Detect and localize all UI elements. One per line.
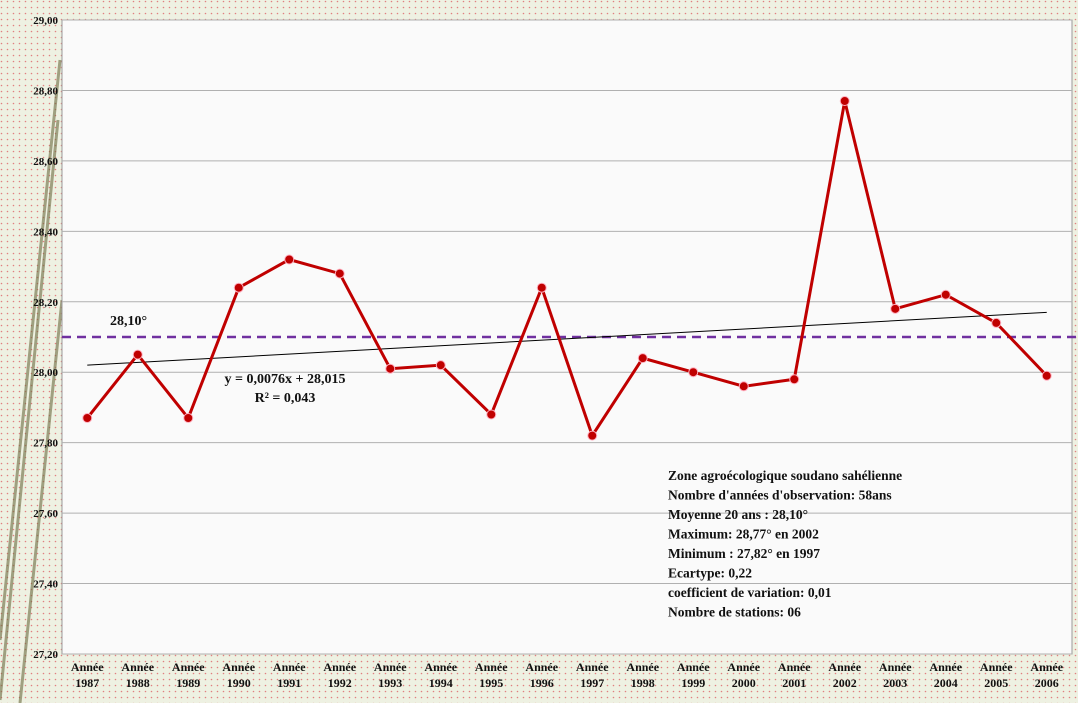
y-tick-label: 28,00	[33, 367, 58, 379]
decoration	[0, 59, 64, 703]
x-tick-label: Année 1990	[222, 660, 255, 690]
x-tick-label: Année 1988	[121, 660, 154, 690]
y-tick-label: 27,20	[33, 649, 58, 661]
data-point	[82, 413, 93, 424]
x-tick-label: Année 1992	[323, 660, 356, 690]
y-tick-label: 27,60	[33, 508, 58, 520]
info-line: Nombre de stations: 06	[668, 605, 801, 620]
x-tick-label: Année 2004	[929, 660, 962, 690]
data-point	[334, 268, 345, 279]
x-tick-label: Année 2001	[778, 660, 811, 690]
x-tick-label: Année 1999	[677, 660, 710, 690]
data-point	[132, 349, 143, 360]
data-point	[486, 409, 497, 420]
x-tick-label: Année 1994	[424, 660, 457, 690]
equation: y = 0,0076x + 28,015	[225, 372, 346, 387]
x-tick-label: Année 2002	[828, 660, 861, 690]
info-line: Minimum : 27,82° en 1997	[668, 546, 820, 561]
data-point	[435, 360, 446, 371]
data-point	[890, 303, 901, 314]
data-point	[991, 317, 1002, 328]
y-tick-label: 27,40	[33, 579, 58, 591]
x-tick-label: Année 1987	[71, 660, 104, 690]
data-line	[86, 100, 1048, 440]
data-point	[940, 289, 951, 300]
info-line: Zone agroécologique soudano sahélienne	[668, 468, 902, 483]
y-tick-label: 28,80	[33, 85, 58, 97]
info-line: Moyenne 20 ans : 28,10°	[668, 507, 808, 522]
mean-label: 28,10°	[110, 314, 147, 329]
x-tick-label: Année 1991	[273, 660, 306, 690]
y-tick-label: 28,60	[33, 156, 58, 168]
info-line: Ecartype: 0,22	[668, 566, 752, 581]
data-point	[233, 282, 244, 293]
data-point	[183, 413, 194, 424]
data-point	[637, 353, 648, 364]
y-tick-label: 29,00	[33, 15, 58, 27]
y-tick-label: 28,40	[33, 226, 58, 238]
info-line: Nombre d'années d'observation: 58ans	[668, 488, 892, 503]
x-tick-label: Année 1998	[626, 660, 659, 690]
y-tick-label: 27,80	[33, 438, 58, 450]
x-tick-label: Année 1989	[172, 660, 205, 690]
x-tick-label: Année 2003	[879, 660, 912, 690]
r-squared: R² = 0,043	[255, 391, 316, 406]
info-line: Maximum: 28,77° en 2002	[668, 527, 819, 542]
y-tick-label: 28,20	[33, 297, 58, 309]
data-point	[839, 96, 850, 107]
x-tick-label: Année 2005	[980, 660, 1013, 690]
data-point	[1041, 370, 1052, 381]
info-line: coefficient de variation: 0,01	[668, 585, 832, 600]
x-tick-label: Année 2000	[727, 660, 760, 690]
trendline	[87, 311, 1047, 366]
data-point	[536, 282, 547, 293]
x-tick-label: Année 1996	[525, 660, 558, 690]
data-point	[738, 381, 749, 392]
data-point	[688, 367, 699, 378]
data-point	[385, 363, 396, 374]
x-tick-label: Année 2006	[1030, 660, 1063, 690]
x-tick-label: Année 1995	[475, 660, 508, 690]
data-point	[789, 374, 800, 385]
data-point	[284, 254, 295, 265]
x-tick-label: Année 1997	[576, 660, 609, 690]
data-point	[587, 430, 598, 441]
x-tick-label: Année 1993	[374, 660, 407, 690]
